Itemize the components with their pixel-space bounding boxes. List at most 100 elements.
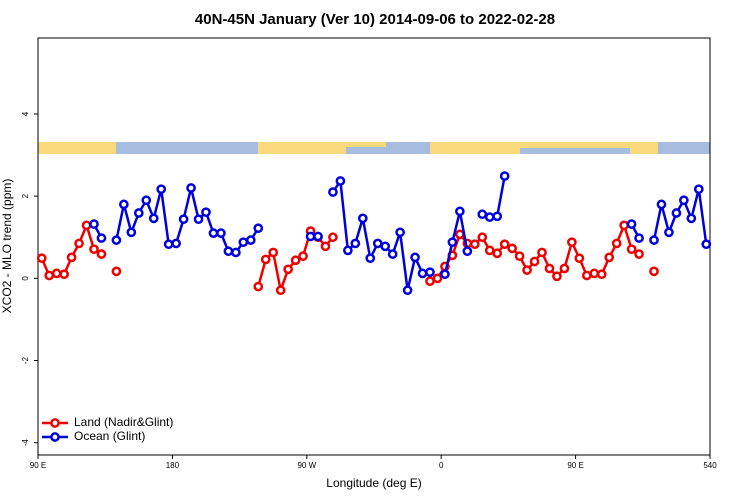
- data-point: [499, 239, 510, 250]
- data-point: [499, 171, 510, 181]
- x-tick-label: 90 E: [567, 461, 583, 470]
- data-point: [507, 243, 517, 254]
- data-point: [611, 238, 622, 249]
- data-point: [141, 195, 152, 206]
- data-point: [432, 273, 443, 284]
- data-point: [283, 264, 293, 275]
- data-point: [268, 247, 279, 258]
- data-point: [320, 241, 331, 252]
- data-point: [111, 266, 122, 277]
- data-point: [387, 249, 398, 259]
- data-point: [656, 199, 667, 210]
- y-tick-label: 0: [21, 276, 30, 281]
- data-point: [343, 245, 353, 256]
- data-point: [455, 206, 465, 217]
- data-point: [693, 184, 704, 195]
- data-point: [626, 219, 637, 229]
- data-point: [514, 251, 525, 262]
- data-point: [223, 246, 234, 257]
- data-point: [36, 253, 47, 264]
- data-point: [111, 235, 122, 245]
- data-point: [589, 268, 600, 279]
- data-point: [544, 263, 555, 274]
- data-point: [634, 233, 644, 243]
- land-band: [258, 142, 346, 154]
- x-tick-label: 90 W: [297, 461, 316, 470]
- data-point: [89, 219, 99, 229]
- data-point: [425, 267, 435, 278]
- data-point: [59, 269, 69, 280]
- data-point: [477, 232, 488, 243]
- y-tick-label: 4: [21, 111, 30, 116]
- x-tick-label: 0: [439, 461, 444, 470]
- data-point: [634, 249, 644, 259]
- data-point: [216, 228, 226, 238]
- data-point: [574, 253, 585, 264]
- data-point: [328, 232, 338, 243]
- data-point: [350, 238, 361, 249]
- data-point: [74, 238, 84, 249]
- chart-title: 40N-45N January (Ver 10) 2014-09-06 to 2…: [195, 11, 555, 28]
- legend-marker: [50, 432, 60, 442]
- x-tick-label: 180: [166, 461, 180, 470]
- data-point: [701, 239, 712, 250]
- data-point: [253, 281, 264, 292]
- data-point: [96, 233, 107, 243]
- legend-label: Ocean (Glint): [74, 429, 145, 443]
- data-point: [171, 238, 181, 249]
- data-point: [581, 270, 592, 281]
- data-point: [208, 228, 219, 238]
- y-axis-label: XCO2 - MLO trend (ppm): [0, 179, 14, 314]
- data-point: [649, 235, 659, 245]
- data-point: [163, 239, 174, 250]
- data-point: [484, 212, 495, 222]
- data-point: [81, 220, 92, 231]
- data-point: [484, 245, 495, 256]
- x-tick-label: 90 E: [30, 461, 46, 470]
- data-point: [559, 263, 570, 274]
- legend-label: Land (Nadir&Glint): [74, 415, 173, 429]
- data-point: [425, 276, 435, 287]
- data-point: [178, 214, 189, 225]
- data-point: [253, 223, 264, 234]
- data-point: [664, 227, 674, 238]
- land-band: [520, 142, 630, 148]
- data-point: [238, 237, 249, 248]
- legend-marker: [50, 418, 60, 428]
- data-point: [133, 208, 144, 218]
- data-point: [357, 213, 368, 224]
- data-point: [596, 269, 607, 280]
- data-point: [522, 265, 532, 275]
- data-point: [193, 214, 204, 225]
- data-point: [492, 248, 503, 259]
- data-point: [372, 238, 383, 249]
- data-point: [410, 252, 420, 263]
- data-point: [51, 268, 62, 279]
- data-point: [447, 237, 458, 248]
- data-point: [417, 268, 428, 279]
- data-point: [156, 184, 167, 195]
- data-point: [671, 208, 682, 218]
- data-point: [440, 269, 450, 280]
- data-point: [567, 237, 577, 248]
- land-band: [630, 142, 658, 154]
- series-line: [443, 211, 469, 275]
- data-point: [231, 247, 241, 258]
- y-tick-label: -4: [21, 439, 30, 447]
- land-band: [430, 142, 520, 154]
- data-point: [148, 213, 159, 224]
- data-point: [455, 229, 465, 240]
- data-point: [66, 252, 77, 263]
- data-point: [365, 253, 376, 264]
- data-point: [462, 246, 473, 257]
- data-point: [328, 187, 338, 197]
- data-point: [126, 227, 137, 238]
- data-point: [619, 220, 629, 231]
- land-band: [346, 142, 386, 147]
- data-point: [290, 255, 301, 266]
- y-tick-label: 2: [21, 193, 30, 198]
- data-point: [201, 207, 211, 218]
- data-point: [186, 183, 196, 193]
